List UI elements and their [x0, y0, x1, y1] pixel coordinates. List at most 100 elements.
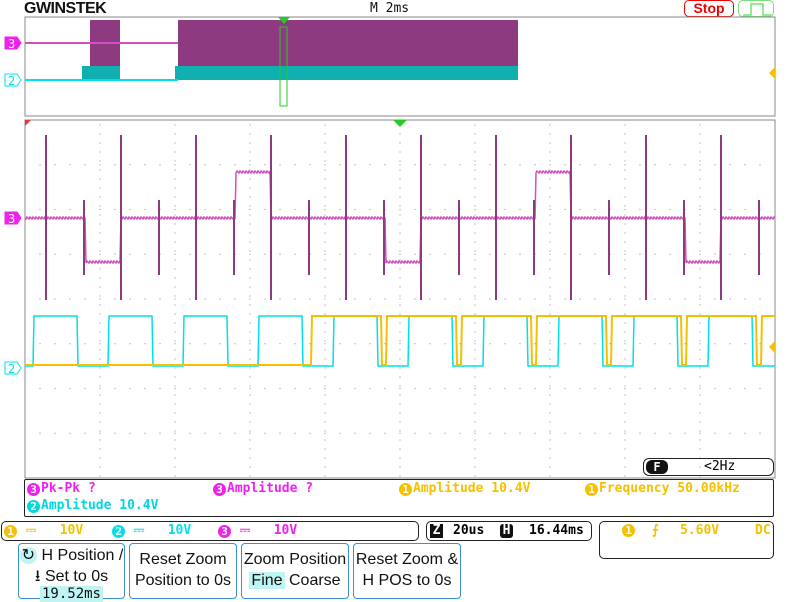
grid-dot	[324, 343, 326, 345]
rising-edge-icon: ⨍	[652, 523, 659, 538]
grid-dot	[549, 340, 551, 342]
grid-dot	[549, 196, 551, 198]
option-fine[interactable]: Fine	[249, 572, 285, 589]
grid-dot	[144, 343, 146, 345]
grid-dot	[99, 340, 101, 342]
grid-dot	[174, 187, 176, 189]
grid-dot	[249, 394, 251, 396]
grid-dot	[399, 376, 401, 378]
grid-dot	[114, 432, 116, 434]
grid-dot	[324, 277, 326, 279]
grid-dot	[444, 432, 446, 434]
grid-dot	[474, 466, 476, 468]
ch1-scale[interactable]: 1 ⎓ 10V	[4, 523, 83, 538]
ch2-scale[interactable]: 2 ⎓ 10V	[112, 523, 191, 538]
grid-dot	[249, 331, 251, 333]
grid-dot	[39, 432, 41, 434]
grid-dot	[579, 432, 581, 434]
grid-dot	[324, 430, 326, 432]
grid-dot	[699, 394, 701, 396]
grid-dot	[549, 187, 551, 189]
grid-dot	[99, 432, 101, 434]
grid-dot	[474, 160, 476, 162]
grid-dot	[54, 253, 56, 255]
grid-dot	[99, 466, 101, 468]
grid-dot	[204, 253, 206, 255]
grid-dot	[219, 253, 221, 255]
grid-dot	[639, 208, 641, 211]
grid-dot	[504, 208, 506, 211]
grid-dot	[354, 208, 356, 211]
grid-dot	[174, 412, 176, 414]
grid-dot	[489, 343, 491, 345]
grid-dot	[549, 142, 551, 144]
grid-dot	[69, 208, 71, 211]
grid-dot	[399, 196, 401, 198]
grid-dot	[744, 253, 746, 255]
grid-dot	[624, 331, 626, 333]
grid-dot	[249, 376, 251, 378]
grid-dot	[474, 250, 476, 252]
reset-zoom-position-softkey[interactable]: Reset Zoom Position to 0s	[129, 543, 237, 599]
grid-dot	[504, 253, 506, 255]
option-coarse[interactable]: Coarse	[289, 572, 341, 589]
grid-dot	[399, 160, 401, 162]
grid-dot	[99, 124, 101, 126]
grid-dot	[699, 385, 701, 387]
grid-dot	[564, 298, 566, 300]
grid-dot	[249, 268, 251, 270]
grid-dot	[609, 298, 611, 300]
grid-dot	[219, 208, 221, 211]
grid-dot	[534, 298, 536, 300]
overview-ch3-marker	[4, 36, 22, 50]
grid-dot	[549, 160, 551, 162]
grid-dot	[174, 241, 176, 243]
grid-dot	[414, 208, 416, 211]
grid-dot	[369, 387, 371, 390]
grid-dot	[549, 295, 551, 297]
grid-dot	[174, 432, 176, 434]
grid-dot	[99, 448, 101, 450]
grid-dot	[699, 214, 701, 216]
grid-dot	[444, 208, 446, 211]
grid-dot	[249, 432, 251, 434]
grid-dot	[429, 387, 431, 390]
grid-dot	[399, 412, 401, 414]
reset-zoom-hpos-softkey[interactable]: Reset Zoom & H POS to 0s	[353, 543, 461, 599]
grid-dot	[264, 164, 266, 166]
h-position-softkey[interactable]: ↻ H Position / ⭳ Set to 0s 19.52ms	[18, 543, 125, 602]
grid-dot	[624, 160, 626, 162]
zoom-position-softkey[interactable]: Zoom Position Fine Coarse	[241, 543, 349, 599]
grid-dot	[249, 253, 251, 255]
grid-dot	[624, 432, 626, 434]
grid-dot	[669, 208, 671, 211]
h-position-value: 16.44ms	[529, 523, 584, 538]
overview-ch2-marker	[4, 73, 22, 87]
grid-dot	[549, 151, 551, 153]
grid-dot	[759, 164, 761, 166]
overview-ch2-burst	[175, 66, 518, 80]
grid-dot	[714, 387, 716, 390]
grid-dot	[399, 475, 401, 477]
grid-dot	[99, 421, 101, 423]
grid-dot	[174, 196, 176, 198]
grid-dot	[624, 286, 626, 288]
grid-dot	[699, 268, 701, 270]
grid-dot	[219, 343, 221, 345]
grid-dot	[474, 187, 476, 189]
filter-icon: F	[646, 460, 668, 474]
ch3-scale[interactable]: 3 ⎓ 10V	[218, 523, 297, 538]
grid-dot	[144, 432, 146, 434]
grid-dot	[99, 205, 101, 207]
grid-dot	[174, 214, 176, 216]
grid-dot	[399, 394, 401, 396]
grid-dot	[99, 304, 101, 306]
grid-dot	[549, 223, 551, 225]
grid-dot	[99, 151, 101, 153]
grid-dot	[69, 298, 71, 300]
grid-dot	[189, 298, 191, 300]
grid-dot	[669, 253, 671, 255]
grid-dot	[669, 432, 671, 434]
grid-dot	[309, 387, 311, 390]
grid-dot	[729, 208, 731, 211]
